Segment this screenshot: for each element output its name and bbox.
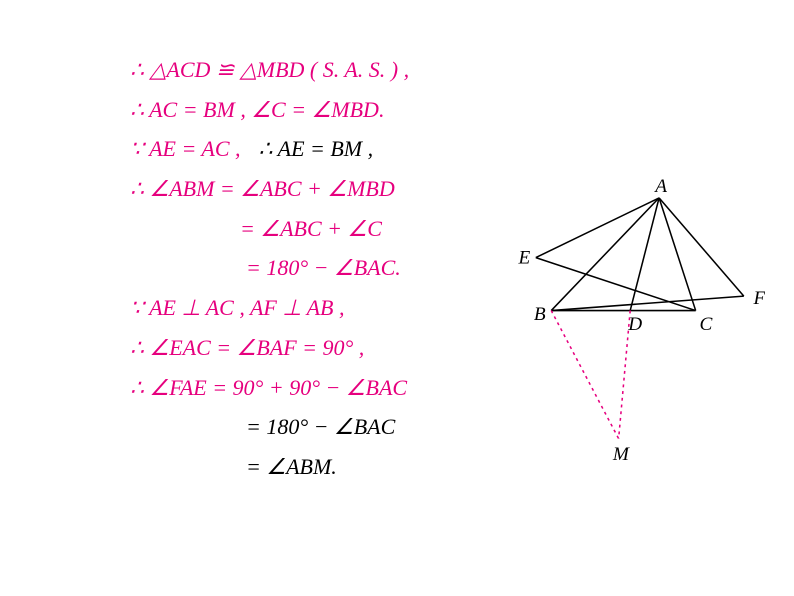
proof-line: ∴ ∠FAE = 90° + 90° − ∠BAC bbox=[130, 373, 530, 403]
proof-line: ∵ AE = AC , ∴ AE = BM , bbox=[130, 134, 530, 164]
proof-line: ∵ AE ⊥ AC , AF ⊥ AB , bbox=[130, 293, 530, 323]
svg-text:D: D bbox=[627, 314, 642, 335]
proof-fragment: ∴ AE = BM , bbox=[259, 134, 374, 164]
svg-text:B: B bbox=[534, 304, 546, 325]
svg-text:A: A bbox=[653, 176, 667, 197]
diagram-svg: A E B D C F M bbox=[505, 175, 765, 475]
proof-line: = 180° − ∠BAC bbox=[130, 412, 530, 442]
proof-block: ∴ △ACD ≌ △MBD ( S. A. S. ) , ∴ AC = BM ,… bbox=[130, 55, 530, 492]
proof-line: = ∠ABC + ∠C bbox=[130, 214, 530, 244]
proof-line: ∴ AC = BM , ∠C = ∠MBD. bbox=[130, 95, 530, 125]
proof-line: ∴ ∠EAC = ∠BAF = 90° , bbox=[130, 333, 530, 363]
proof-line: ∴ △ACD ≌ △MBD ( S. A. S. ) , bbox=[130, 55, 530, 85]
geometry-diagram: A E B D C F M bbox=[505, 175, 765, 475]
svg-text:F: F bbox=[752, 288, 765, 309]
proof-line: = 180° − ∠BAC. bbox=[130, 253, 530, 283]
proof-fragment: ∵ AE = AC , bbox=[130, 134, 241, 164]
svg-text:E: E bbox=[517, 247, 530, 268]
proof-line: = ∠ABM. bbox=[130, 452, 530, 482]
svg-text:C: C bbox=[700, 314, 714, 335]
proof-line: ∴ ∠ABM = ∠ABC + ∠MBD bbox=[130, 174, 530, 204]
svg-text:M: M bbox=[612, 444, 630, 465]
